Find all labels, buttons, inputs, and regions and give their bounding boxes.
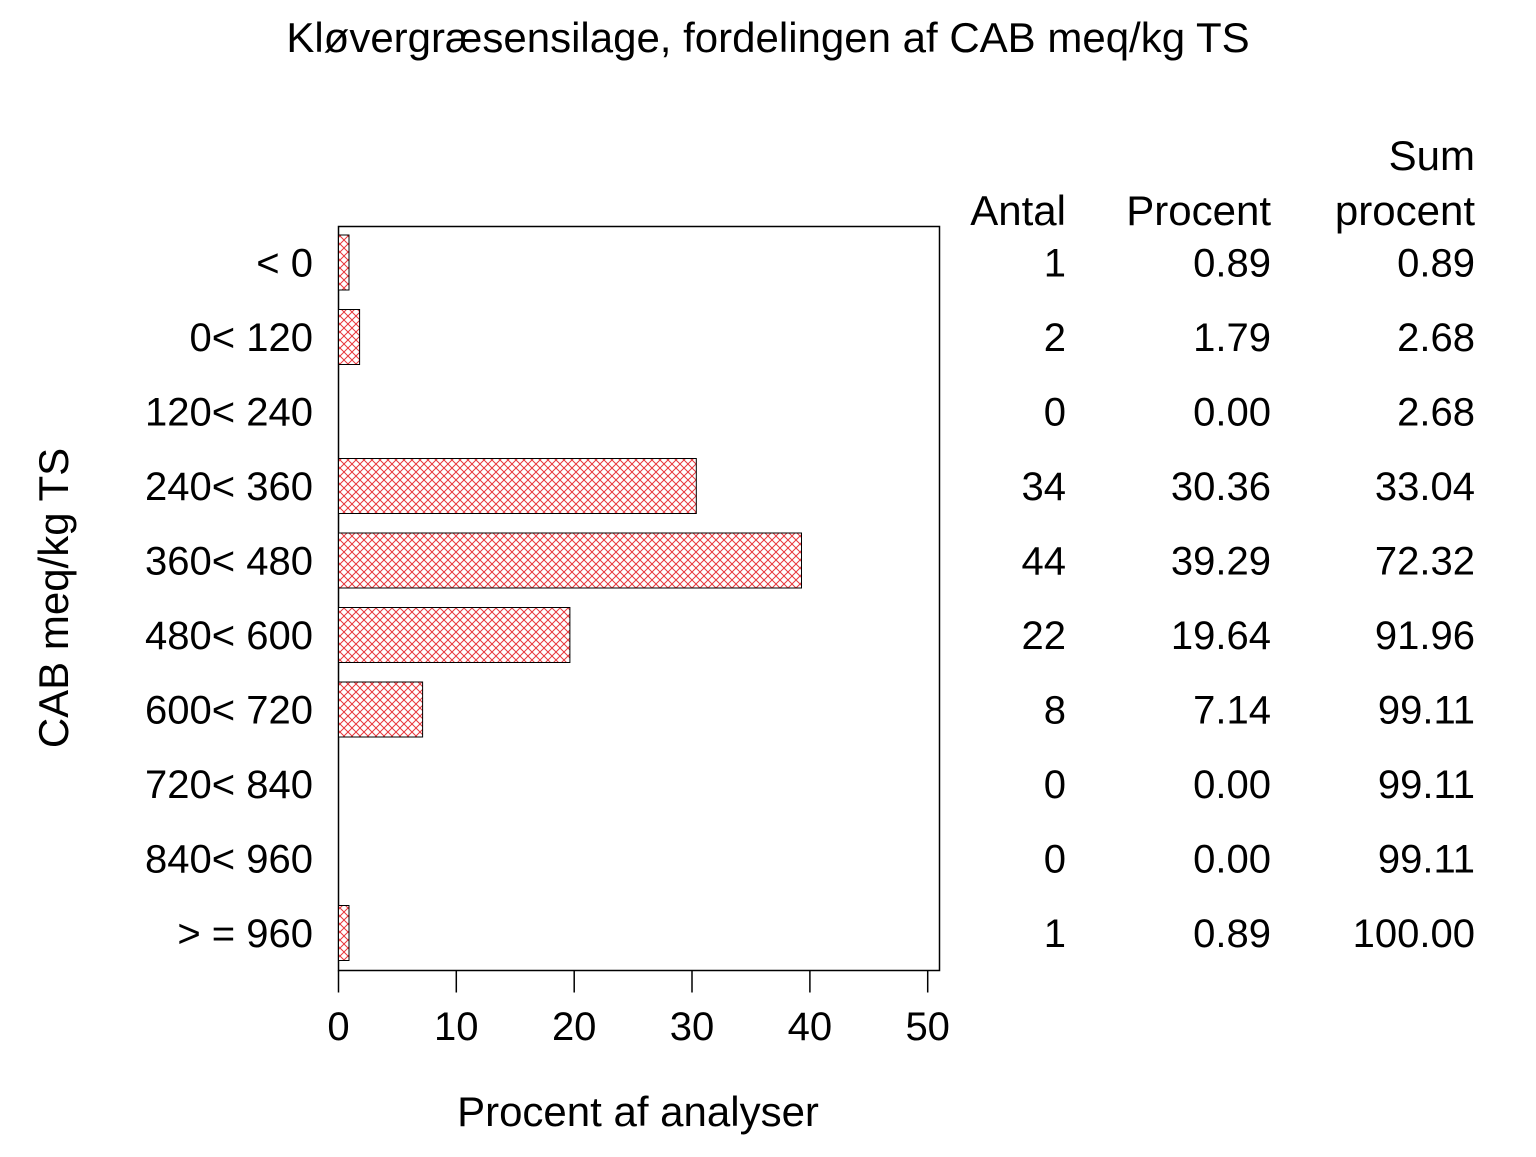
table-cell-sum-procent: 2.68 bbox=[1397, 391, 1475, 435]
table-header-procent: Procent bbox=[1126, 187, 1271, 234]
table-header-sum: procent bbox=[1335, 187, 1475, 234]
table-cell-antal: 1 bbox=[1044, 912, 1066, 956]
bar bbox=[338, 234, 350, 291]
bar bbox=[338, 532, 802, 589]
chart-title: Kløvergræsensilage, fordelingen af CAB m… bbox=[286, 14, 1249, 61]
category-label: 360< 480 bbox=[145, 540, 313, 584]
table-cell-antal: 0 bbox=[1044, 838, 1066, 882]
x-tick-label: 40 bbox=[788, 1005, 833, 1049]
stats-table: Antal Procent Sum procent 1 0.89 0.89 2 1.79… bbox=[970, 132, 1475, 956]
table-header-antal: Antal bbox=[970, 187, 1066, 234]
table-cell-sum-procent: 99.11 bbox=[1378, 838, 1475, 882]
category-label: 840< 960 bbox=[145, 838, 313, 882]
table-cell-antal: 44 bbox=[1022, 540, 1067, 584]
table-cell-procent: 39.29 bbox=[1171, 540, 1271, 584]
table-cell-antal: 2 bbox=[1044, 316, 1066, 360]
table-cell-antal: 1 bbox=[1044, 242, 1066, 286]
table-cell-procent: 0.89 bbox=[1193, 242, 1271, 286]
table-cell-antal: 8 bbox=[1044, 689, 1066, 733]
table-cell-sum-procent: 99.11 bbox=[1378, 689, 1475, 733]
bar bbox=[338, 458, 697, 514]
x-axis-label: Procent af analyser bbox=[457, 1088, 819, 1135]
category-label: < 0 bbox=[256, 242, 313, 286]
table-cell-procent: 0.00 bbox=[1193, 391, 1271, 435]
category-label: > = 960 bbox=[177, 912, 313, 956]
table-cell-procent: 0.00 bbox=[1193, 763, 1271, 807]
x-tick-label: 30 bbox=[670, 1005, 715, 1049]
table-cell-antal: 0 bbox=[1044, 391, 1066, 435]
table-cell-procent: 0.89 bbox=[1193, 912, 1271, 956]
category-label: 600< 720 bbox=[145, 689, 313, 733]
table-cell-procent: 19.64 bbox=[1171, 614, 1271, 658]
category-label: 480< 600 bbox=[145, 614, 313, 658]
table-cell-antal: 22 bbox=[1022, 614, 1067, 658]
bar bbox=[338, 309, 361, 365]
y-axis-label: CAB meq/kg TS bbox=[30, 448, 77, 748]
category-label: 120< 240 bbox=[145, 391, 313, 435]
table-header-sum-top: Sum bbox=[1389, 132, 1475, 179]
table-cell-antal: 0 bbox=[1044, 763, 1066, 807]
table-cell-antal: 34 bbox=[1022, 465, 1067, 509]
plot-frame bbox=[337, 225, 941, 972]
table-cell-sum-procent: 100.00 bbox=[1353, 912, 1475, 956]
bar bbox=[338, 607, 571, 663]
x-tick-label: 50 bbox=[905, 1005, 950, 1049]
table-cell-sum-procent: 0.89 bbox=[1397, 242, 1475, 286]
table-cell-sum-procent: 99.11 bbox=[1378, 763, 1475, 807]
x-tick-label: 10 bbox=[434, 1005, 479, 1049]
bar bbox=[338, 681, 424, 738]
table-cell-procent: 1.79 bbox=[1193, 316, 1271, 360]
table-cell-procent: 30.36 bbox=[1171, 465, 1271, 509]
x-tick-label: 20 bbox=[552, 1005, 597, 1049]
table-cell-sum-procent: 72.32 bbox=[1375, 540, 1475, 584]
table-cell-sum-procent: 33.04 bbox=[1375, 465, 1475, 509]
table-cell-procent: 7.14 bbox=[1193, 689, 1271, 733]
x-tick-label: 0 bbox=[327, 1005, 349, 1049]
table-cell-sum-procent: 2.68 bbox=[1397, 316, 1475, 360]
table-cell-procent: 0.00 bbox=[1193, 838, 1271, 882]
category-label: 240< 360 bbox=[145, 465, 313, 509]
category-label: 720< 840 bbox=[145, 763, 313, 807]
table-cell-sum-procent: 91.96 bbox=[1375, 614, 1475, 658]
bar bbox=[338, 905, 350, 961]
category-label: 0< 120 bbox=[190, 316, 313, 360]
